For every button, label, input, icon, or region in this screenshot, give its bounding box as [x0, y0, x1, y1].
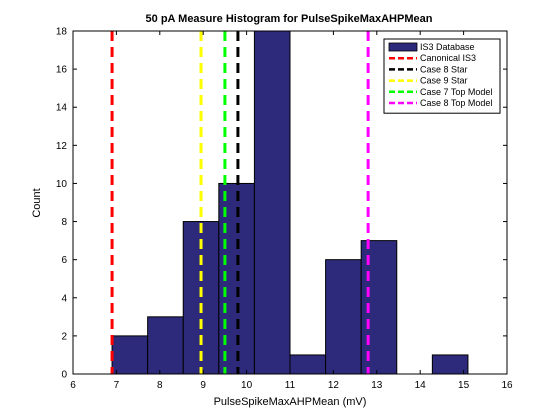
y-tick-label: 0 — [61, 370, 67, 381]
x-tick-label: 14 — [415, 380, 427, 391]
histogram-bar — [289, 354, 327, 375]
y-tick-label: 10 — [56, 179, 68, 190]
y-tick-label: 16 — [56, 65, 68, 76]
legend-label: Case 8 Top Model — [420, 98, 492, 108]
histogram-bar — [253, 30, 291, 375]
x-tick-label: 13 — [371, 380, 383, 391]
x-tick-label: 15 — [458, 380, 470, 391]
histogram-bar — [325, 259, 362, 375]
legend-label: Canonical IS3 — [420, 53, 476, 63]
histogram-bar — [360, 240, 398, 375]
y-tick-label: 12 — [56, 141, 68, 152]
x-tick-label: 12 — [328, 380, 340, 391]
y-axis-ticks: 0 2 4 6 8 10 12 14 16 18 — [56, 27, 507, 381]
y-tick-label: 18 — [56, 27, 68, 38]
y-axis-label: Count — [31, 188, 43, 217]
x-axis-label: PulseSpikeMaxAHPMean (mV) — [214, 396, 367, 408]
y-tick-label: 2 — [61, 331, 67, 342]
y-tick-label: 6 — [61, 255, 67, 266]
x-tick-label: 6 — [70, 380, 76, 391]
legend-label: IS3 Database — [420, 42, 475, 52]
x-tick-label: 11 — [285, 380, 296, 391]
chart-title: 50 pA Measure Histogram for PulseSpikeMa… — [146, 13, 433, 25]
legend-label: Case 9 Star — [420, 76, 468, 86]
y-tick-label: 4 — [61, 293, 67, 304]
reference-lines-layer — [110, 31, 370, 374]
histogram-bar — [111, 335, 149, 375]
x-tick-label: 8 — [157, 380, 163, 391]
histogram-bar — [431, 354, 469, 375]
legend-swatch-bar — [388, 42, 418, 52]
histogram-bar — [147, 316, 184, 375]
y-tick-label: 8 — [61, 217, 67, 228]
x-tick-label: 9 — [200, 380, 206, 391]
legend-label: Case 8 Star — [420, 64, 468, 74]
legend-label: Case 7 Top Model — [420, 87, 492, 97]
y-tick-label: 14 — [56, 103, 68, 114]
x-tick-label: 16 — [501, 380, 513, 391]
x-tick-label: 7 — [114, 380, 120, 391]
x-axis-ticks: 6 7 8 9 10 11 12 13 14 15 16 — [70, 31, 513, 391]
x-tick-label: 10 — [241, 380, 253, 391]
